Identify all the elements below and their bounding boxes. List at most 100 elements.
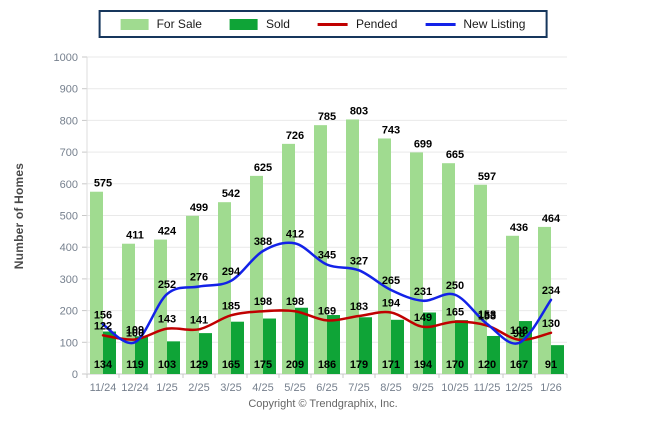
sold-bar (295, 307, 308, 374)
new-listing-value-label: 294 (222, 266, 241, 278)
pended-value-label: 169 (318, 305, 336, 317)
for-sale-value-label: 625 (254, 162, 272, 174)
sold-value-label: 167 (510, 359, 528, 371)
pended-value-label: 153 (478, 310, 496, 322)
for-sale-value-label: 436 (510, 222, 528, 234)
sold-value-label: 171 (382, 359, 400, 371)
new-listing-value-label: 98 (513, 328, 525, 340)
x-axis-label: 5/25 (284, 382, 305, 394)
new-listing-value-label: 231 (414, 286, 432, 298)
new-listing-value-label: 250 (446, 280, 464, 292)
for-sale-bar (538, 226, 551, 374)
sold-bar (359, 317, 372, 374)
y-tick-label: 1000 (54, 52, 78, 64)
for-sale-value-label: 743 (382, 124, 400, 136)
x-axis-label: 7/25 (348, 382, 369, 394)
for-sale-value-label: 726 (286, 130, 304, 142)
for-sale-bar (506, 235, 519, 374)
for-sale-bar (474, 184, 487, 374)
y-tick-label: 300 (60, 274, 78, 286)
legend-item-pended: Pended (317, 17, 398, 31)
x-axis-label: 4/25 (252, 382, 273, 394)
pended-value-label: 141 (190, 314, 208, 326)
sold-bar (199, 333, 212, 374)
sold-bar (551, 345, 564, 374)
for-sale-value-label: 424 (158, 226, 177, 238)
sold-value-label: 129 (190, 359, 208, 371)
x-axis-label: 12/24 (121, 382, 149, 394)
sold-bar (231, 321, 244, 374)
new-listing-value-label: 388 (254, 236, 272, 248)
sold-bar (103, 331, 116, 374)
for-sale-value-label: 699 (414, 138, 432, 150)
pended-value-label: 109 (126, 324, 144, 336)
sold-value-label: 91 (545, 359, 557, 371)
sold-value-label: 194 (414, 359, 433, 371)
for-sale-bar (346, 119, 359, 374)
y-tick-label: 200 (60, 306, 78, 318)
legend-label-for-sale: For Sale (156, 17, 202, 31)
for-sale-bar (90, 191, 103, 374)
legend-label-pended: Pended (355, 17, 398, 31)
sold-value-label: 175 (254, 359, 272, 371)
new-listing-value-label: 345 (318, 250, 336, 262)
x-axis-label: 11/24 (90, 382, 117, 394)
sold-swatch-icon (229, 18, 258, 30)
sold-bar (167, 341, 180, 374)
y-tick-label: 400 (60, 242, 78, 254)
y-tick-label: 0 (72, 369, 78, 381)
pended-value-label: 149 (414, 312, 432, 324)
y-tick-label: 500 (60, 211, 78, 223)
for-sale-value-label: 499 (190, 202, 208, 214)
for-sale-value-label: 665 (446, 149, 464, 161)
for-sale-bar (250, 175, 263, 374)
new-listing-value-label: 327 (350, 255, 368, 267)
for-sale-bar (442, 163, 455, 374)
new-listing-line (101, 241, 553, 345)
for-sale-value-label: 803 (350, 105, 368, 117)
for-sale-swatch-icon (120, 18, 149, 30)
new-listing-value-label: 265 (382, 275, 400, 287)
for-sale-value-label: 785 (318, 111, 336, 123)
sold-value-label: 186 (318, 359, 336, 371)
pended-value-label: 165 (446, 307, 464, 319)
pended-value-label: 183 (350, 301, 368, 313)
x-axis-label: 1/26 (540, 382, 561, 394)
x-axis-label: 2/25 (188, 382, 209, 394)
pended-value-label: 122 (94, 320, 112, 332)
pended-value-label: 194 (382, 298, 401, 310)
y-tick-label: 800 (60, 115, 78, 127)
legend-label-sold: Sold (265, 17, 290, 31)
for-sale-value-label: 575 (94, 178, 112, 190)
x-axis-label: 8/25 (380, 382, 401, 394)
for-sale-value-label: 542 (222, 188, 240, 200)
new-listing-value-label: 276 (190, 272, 208, 284)
sold-bar (135, 336, 148, 374)
sold-bar (327, 315, 340, 374)
new-listing-value-label: 412 (286, 228, 304, 240)
pended-value-label: 198 (286, 296, 304, 308)
new-listing-value-label: 158 (478, 309, 496, 321)
sold-value-label: 165 (222, 359, 240, 371)
for-sale-bar (122, 243, 135, 374)
sold-bar (391, 319, 404, 374)
y-tick-label: 100 (60, 337, 78, 349)
for-sale-bar (378, 138, 391, 374)
for-sale-value-label: 411 (126, 230, 144, 242)
sold-value-label: 209 (286, 359, 304, 371)
sold-value-label: 120 (478, 359, 496, 371)
legend-label-new-listing: New Listing (463, 17, 526, 31)
pended-line (101, 309, 553, 342)
chart-legend: For Sale Sold Pended New Listing (98, 10, 548, 38)
for-sale-bar (154, 239, 167, 374)
new-listing-line-swatch-icon (425, 22, 456, 26)
for-sale-value-label: 464 (542, 213, 561, 225)
new-listing-value-label: 234 (542, 285, 561, 297)
x-axis-label: 3/25 (220, 382, 241, 394)
pended-value-label: 143 (158, 314, 176, 326)
for-sale-bar (314, 125, 327, 374)
for-sale-value-label: 597 (478, 171, 496, 183)
sold-bar (455, 320, 468, 374)
